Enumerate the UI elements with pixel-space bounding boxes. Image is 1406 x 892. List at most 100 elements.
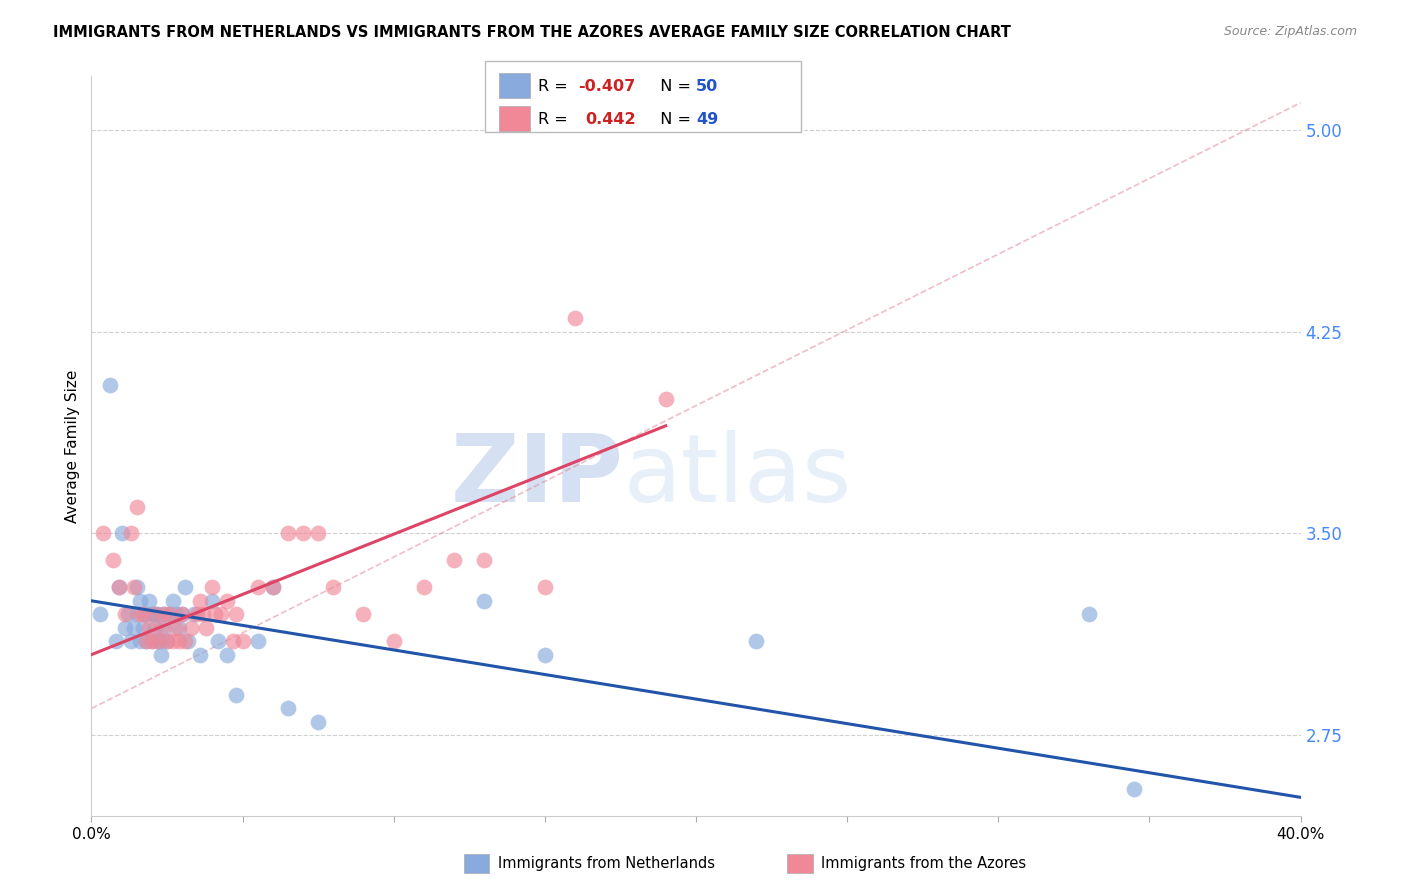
Point [146, 607, 169, 622]
Point [209, 607, 232, 622]
Point [125, 607, 148, 622]
Point [104, 634, 127, 648]
Point [156, 634, 179, 648]
Point [149, 634, 172, 648]
Point [167, 634, 190, 648]
Point [172, 607, 194, 622]
Point [204, 607, 226, 622]
Point [149, 648, 172, 662]
Point [745, 634, 768, 648]
Point [149, 621, 172, 635]
Point [135, 634, 157, 648]
Point [207, 634, 229, 648]
Point [132, 607, 155, 622]
Point [125, 500, 148, 514]
Point [277, 526, 299, 541]
Point [120, 526, 142, 541]
Text: 50: 50 [696, 78, 718, 94]
Point [564, 311, 586, 326]
Point [533, 648, 555, 662]
Point [246, 634, 269, 648]
Text: Source: ZipAtlas.com: Source: ZipAtlas.com [1223, 25, 1357, 38]
Text: Immigrants from Netherlands: Immigrants from Netherlands [498, 856, 714, 871]
Point [153, 621, 176, 635]
Point [117, 607, 139, 622]
Point [125, 580, 148, 594]
Text: ZIP: ZIP [450, 430, 623, 522]
Point [307, 714, 329, 729]
Point [472, 553, 495, 567]
Point [180, 621, 202, 635]
Point [193, 607, 215, 622]
Point [143, 621, 166, 635]
Point [167, 621, 190, 635]
Point [188, 594, 211, 608]
Point [165, 607, 187, 622]
Point [307, 526, 329, 541]
Point [162, 634, 184, 648]
Point [141, 634, 163, 648]
Point [177, 634, 200, 648]
Point [93, 526, 115, 541]
Point [143, 607, 166, 622]
Point [413, 580, 436, 594]
Point [132, 621, 155, 635]
Point [128, 607, 150, 622]
Point [1123, 782, 1146, 797]
Point [159, 607, 181, 622]
Point [146, 634, 169, 648]
Point [101, 553, 124, 567]
Point [186, 607, 208, 622]
Point [165, 621, 187, 635]
Point [141, 607, 163, 622]
Text: IMMIGRANTS FROM NETHERLANDS VS IMMIGRANTS FROM THE AZORES AVERAGE FAMILY SIZE CO: IMMIGRANTS FROM NETHERLANDS VS IMMIGRANT… [53, 25, 1011, 40]
Point [146, 634, 169, 648]
Point [352, 607, 374, 622]
Point [188, 648, 211, 662]
Point [156, 634, 179, 648]
Point [159, 607, 181, 622]
Text: 0.442: 0.442 [585, 112, 636, 127]
Text: N =: N = [650, 78, 696, 94]
Point [122, 580, 145, 594]
Point [98, 378, 121, 392]
Point [222, 634, 245, 648]
Text: atlas: atlas [623, 430, 852, 522]
Text: R =: R = [538, 112, 578, 127]
Point [195, 621, 218, 635]
Text: R =: R = [538, 78, 574, 94]
Point [533, 580, 555, 594]
Point [292, 526, 315, 541]
Point [111, 526, 132, 541]
Point [183, 607, 205, 622]
Point [225, 607, 247, 622]
Text: N =: N = [650, 112, 696, 127]
Point [128, 634, 150, 648]
Point [135, 634, 157, 648]
Point [120, 634, 142, 648]
Point [138, 594, 160, 608]
Point [654, 392, 676, 406]
Point [153, 607, 176, 622]
Point [172, 607, 194, 622]
Point [107, 580, 129, 594]
Point [1077, 607, 1099, 622]
Point [141, 634, 163, 648]
Point [225, 688, 247, 702]
Point [143, 607, 166, 622]
Point [231, 634, 253, 648]
Text: -0.407: -0.407 [578, 78, 636, 94]
Point [122, 621, 145, 635]
Point [162, 594, 184, 608]
Point [153, 607, 176, 622]
Point [114, 621, 136, 635]
Point [107, 580, 129, 594]
Point [277, 701, 299, 715]
Point [262, 580, 284, 594]
Point [201, 594, 224, 608]
Point [201, 580, 224, 594]
Point [114, 607, 136, 622]
Point [128, 594, 150, 608]
Point [443, 553, 465, 567]
Point [138, 621, 160, 635]
